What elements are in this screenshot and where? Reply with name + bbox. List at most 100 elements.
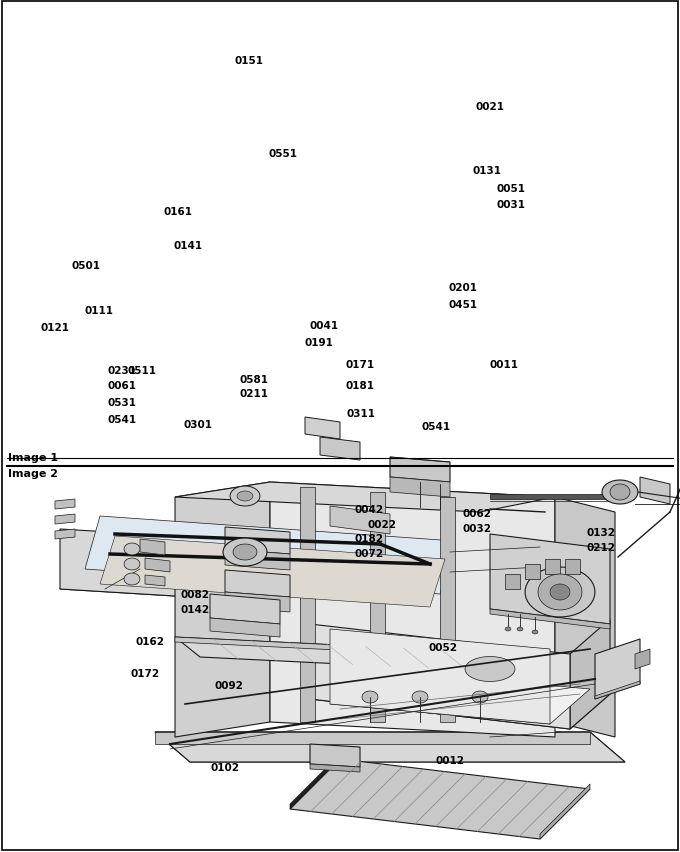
Text: 0052: 0052 bbox=[428, 642, 458, 653]
Text: 0541: 0541 bbox=[422, 421, 451, 431]
Polygon shape bbox=[310, 625, 570, 729]
Polygon shape bbox=[602, 481, 638, 504]
Polygon shape bbox=[175, 482, 555, 512]
Polygon shape bbox=[490, 494, 630, 499]
Polygon shape bbox=[532, 630, 538, 634]
Text: 0201: 0201 bbox=[449, 283, 478, 293]
Text: 0042: 0042 bbox=[355, 504, 384, 515]
Polygon shape bbox=[124, 573, 140, 585]
Text: 0012: 0012 bbox=[435, 755, 464, 765]
Text: Image 2: Image 2 bbox=[8, 469, 58, 479]
Polygon shape bbox=[145, 575, 165, 586]
Polygon shape bbox=[550, 584, 570, 601]
Polygon shape bbox=[465, 657, 515, 682]
Polygon shape bbox=[140, 539, 165, 556]
Polygon shape bbox=[124, 544, 140, 556]
Polygon shape bbox=[225, 550, 290, 570]
Polygon shape bbox=[370, 492, 385, 722]
Polygon shape bbox=[390, 458, 450, 482]
Text: 0581: 0581 bbox=[239, 374, 269, 384]
Polygon shape bbox=[210, 595, 280, 625]
Text: 0082: 0082 bbox=[180, 590, 209, 600]
Polygon shape bbox=[237, 492, 253, 502]
Text: 0151: 0151 bbox=[235, 56, 264, 66]
Polygon shape bbox=[545, 560, 560, 574]
Text: 0102: 0102 bbox=[211, 762, 240, 772]
Polygon shape bbox=[225, 527, 290, 555]
Text: 0541: 0541 bbox=[107, 414, 137, 424]
Polygon shape bbox=[505, 574, 520, 590]
Polygon shape bbox=[635, 649, 650, 669]
Text: 0051: 0051 bbox=[496, 184, 526, 194]
Polygon shape bbox=[490, 534, 610, 625]
Polygon shape bbox=[233, 544, 257, 561]
Polygon shape bbox=[175, 482, 270, 737]
Polygon shape bbox=[330, 630, 550, 724]
Polygon shape bbox=[472, 691, 488, 703]
Polygon shape bbox=[55, 499, 75, 509]
Polygon shape bbox=[175, 637, 480, 657]
Polygon shape bbox=[610, 485, 630, 500]
Polygon shape bbox=[640, 477, 670, 504]
Text: 0451: 0451 bbox=[449, 300, 478, 310]
Polygon shape bbox=[390, 477, 450, 498]
Text: 0011: 0011 bbox=[490, 360, 519, 370]
Text: 0111: 0111 bbox=[84, 306, 114, 316]
Text: 0531: 0531 bbox=[107, 397, 137, 407]
Polygon shape bbox=[175, 637, 505, 672]
Polygon shape bbox=[124, 558, 140, 570]
Text: 0212: 0212 bbox=[587, 542, 616, 552]
Polygon shape bbox=[330, 506, 390, 534]
Polygon shape bbox=[525, 564, 540, 579]
Polygon shape bbox=[570, 619, 610, 729]
Text: 0162: 0162 bbox=[136, 636, 165, 647]
Polygon shape bbox=[555, 498, 615, 737]
Polygon shape bbox=[55, 529, 75, 539]
Polygon shape bbox=[390, 458, 450, 463]
Text: 0092: 0092 bbox=[214, 680, 243, 690]
Text: 0171: 0171 bbox=[345, 360, 375, 370]
Text: 0041: 0041 bbox=[309, 320, 339, 331]
Polygon shape bbox=[595, 639, 640, 699]
Text: 0181: 0181 bbox=[345, 380, 375, 390]
Text: 0142: 0142 bbox=[180, 604, 209, 614]
Text: 0132: 0132 bbox=[587, 527, 616, 538]
Polygon shape bbox=[517, 627, 523, 631]
Polygon shape bbox=[305, 417, 340, 440]
Polygon shape bbox=[412, 691, 428, 703]
Polygon shape bbox=[505, 627, 511, 631]
Polygon shape bbox=[290, 759, 590, 839]
Polygon shape bbox=[300, 487, 315, 722]
Polygon shape bbox=[145, 558, 170, 573]
Polygon shape bbox=[60, 534, 485, 614]
Text: 0022: 0022 bbox=[367, 519, 396, 529]
Polygon shape bbox=[565, 560, 580, 574]
Polygon shape bbox=[100, 537, 445, 607]
Text: 0062: 0062 bbox=[462, 508, 492, 518]
Text: 0061: 0061 bbox=[107, 380, 137, 390]
Text: 0131: 0131 bbox=[473, 165, 502, 176]
Polygon shape bbox=[55, 515, 75, 524]
Polygon shape bbox=[225, 570, 290, 597]
Text: 0121: 0121 bbox=[41, 323, 70, 333]
Text: 0072: 0072 bbox=[355, 549, 384, 559]
Text: 0301: 0301 bbox=[184, 419, 213, 429]
Polygon shape bbox=[540, 784, 590, 839]
Polygon shape bbox=[595, 682, 640, 699]
Text: 0231: 0231 bbox=[107, 366, 137, 376]
Polygon shape bbox=[362, 691, 378, 703]
Polygon shape bbox=[225, 592, 290, 613]
Text: 0161: 0161 bbox=[163, 206, 192, 216]
Text: 0211: 0211 bbox=[239, 389, 269, 399]
Text: 0031: 0031 bbox=[496, 199, 526, 210]
Text: 0551: 0551 bbox=[269, 148, 298, 158]
Polygon shape bbox=[230, 486, 260, 506]
Polygon shape bbox=[320, 437, 360, 460]
Text: 0032: 0032 bbox=[462, 523, 492, 533]
Text: 0172: 0172 bbox=[131, 668, 160, 678]
Polygon shape bbox=[330, 669, 590, 724]
Text: 0191: 0191 bbox=[305, 337, 333, 348]
Text: 0021: 0021 bbox=[476, 101, 505, 112]
Polygon shape bbox=[310, 764, 360, 772]
Polygon shape bbox=[440, 498, 455, 722]
